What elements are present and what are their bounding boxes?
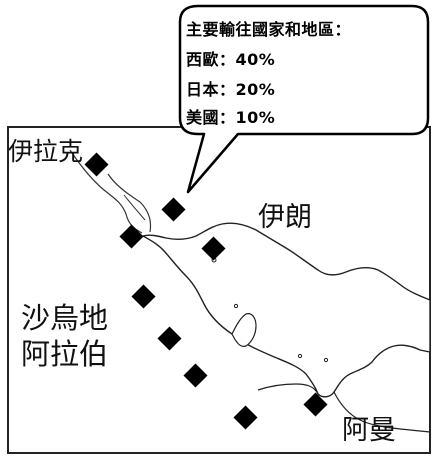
oil-field-markers [84, 152, 328, 430]
destination-share: 40% [235, 50, 276, 69]
export-callout-bubble [178, 4, 430, 194]
destination-share: 20% [235, 80, 276, 99]
island [323, 357, 329, 363]
callout-destination-row: 西歐：40% [186, 50, 275, 70]
oil-field-marker [233, 405, 258, 430]
island [297, 353, 303, 359]
country-label-saudi-arabia-line1: 沙烏地 [21, 301, 109, 335]
destination-region: 西歐 [186, 50, 220, 69]
country-label-iraq: 伊拉克 [8, 137, 84, 166]
oil-field-marker [303, 392, 328, 417]
river-line [123, 194, 146, 221]
destination-share: 10% [235, 108, 276, 127]
country-label-oman: 阿曼 [342, 415, 396, 446]
river-line [69, 149, 143, 234]
river-line [107, 173, 152, 233]
qatar-peninsula [231, 313, 257, 347]
destination-separator: ： [219, 108, 236, 127]
uae-coast [257, 383, 319, 395]
island [233, 303, 239, 309]
oil-field-marker [161, 197, 186, 222]
callout-title: 主要輸往國家和地區： [186, 20, 352, 39]
persian-gulf-coastline [141, 222, 431, 398]
destination-separator: ： [219, 80, 236, 99]
callout-bubble-shape [178, 4, 430, 194]
country-label-iran: 伊朗 [258, 202, 312, 233]
callout-destination-row: 日本：20% [186, 80, 275, 100]
oil-field-marker [84, 152, 109, 177]
country-label-saudi-arabia-line2: 阿拉伯 [21, 337, 109, 371]
oil-field-marker [131, 284, 156, 309]
gulf-of-oman-coast [333, 391, 431, 433]
destination-separator: ： [219, 50, 236, 69]
destination-region: 日本 [186, 80, 220, 99]
oil-field-marker [119, 224, 144, 249]
destination-region: 美國 [186, 108, 220, 127]
oil-field-marker [201, 236, 226, 261]
oil-field-marker [183, 363, 208, 388]
callout-destination-row: 美國：10% [186, 108, 275, 128]
oil-field-marker [157, 326, 182, 351]
